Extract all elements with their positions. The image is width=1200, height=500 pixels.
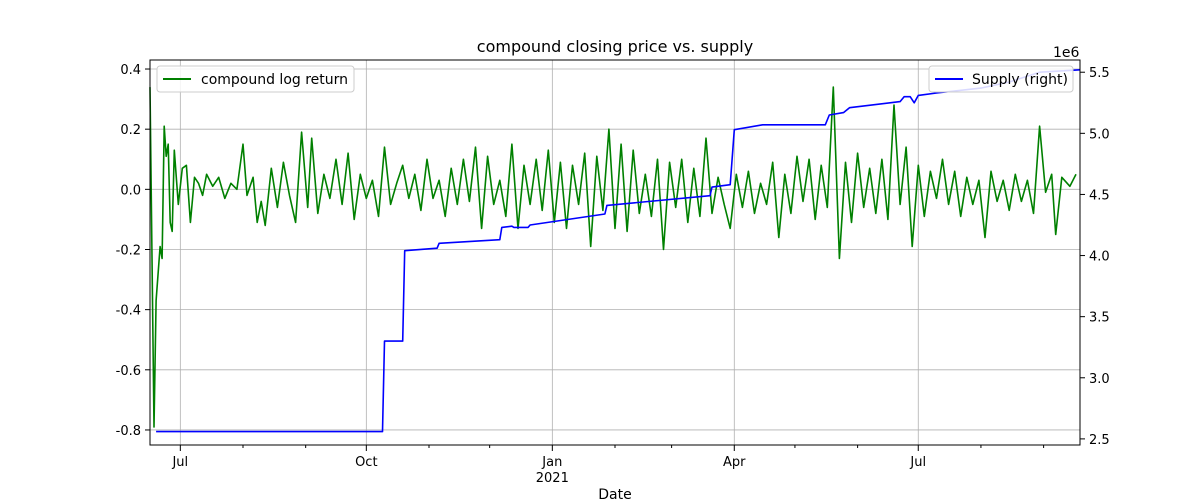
right-axis-offset-label: 1e6	[1053, 45, 1080, 61]
legend-left: compound log return	[156, 65, 355, 93]
grid-layer	[150, 60, 1080, 445]
x-tick-label: Apr	[723, 455, 746, 470]
y-left-tick-label: 0.2	[120, 123, 141, 138]
y-right-tick-label: 4.5	[1089, 188, 1110, 203]
legend-right: Supply (right)	[928, 65, 1074, 93]
chart-title: compound closing price vs. supply	[477, 37, 753, 56]
series-line-0	[149, 86, 1077, 428]
plot-frame	[149, 59, 1081, 446]
x-tick-label: Oct	[355, 455, 377, 470]
y-left-tick-label: 0.0	[120, 183, 141, 198]
x-tick-label: Jan	[541, 455, 562, 470]
x-tick-label: Jul	[171, 455, 188, 470]
legend-right-box	[928, 65, 1074, 93]
legend-right-label: Supply (right)	[972, 72, 1068, 88]
y-left-tick-label: -0.8	[116, 424, 141, 439]
legend-left-label: compound log return	[201, 72, 348, 88]
y-right-tick-label: 5.5	[1089, 66, 1110, 81]
series-layer	[149, 69, 1081, 433]
y-right-tick-label: 3.5	[1089, 311, 1110, 326]
y-left-tick-label: 0.4	[120, 63, 141, 78]
x-year-label: 2021	[536, 471, 569, 486]
y-left-tick-label: -0.4	[116, 304, 141, 319]
axes-layer: -0.8 -0.6 -0.4 -0.2 0.0 0.2 0.4 2.5 3.0 3.5 4.0 4.5…	[116, 63, 1110, 470]
y-right-tick-label: 3.0	[1089, 372, 1110, 387]
legend-left-box	[156, 65, 355, 93]
y-right-tick-label: 2.5	[1089, 433, 1110, 448]
x-axis-label: Date	[598, 487, 631, 500]
y-right-tick-label: 4.0	[1089, 250, 1110, 265]
series-line-1	[156, 69, 1081, 433]
x-tick-label: Jul	[909, 455, 926, 470]
y-right-tick-label: 5.0	[1089, 127, 1110, 142]
y-left-tick-label: -0.6	[116, 364, 141, 379]
y-left-tick-label: -0.2	[116, 243, 141, 258]
